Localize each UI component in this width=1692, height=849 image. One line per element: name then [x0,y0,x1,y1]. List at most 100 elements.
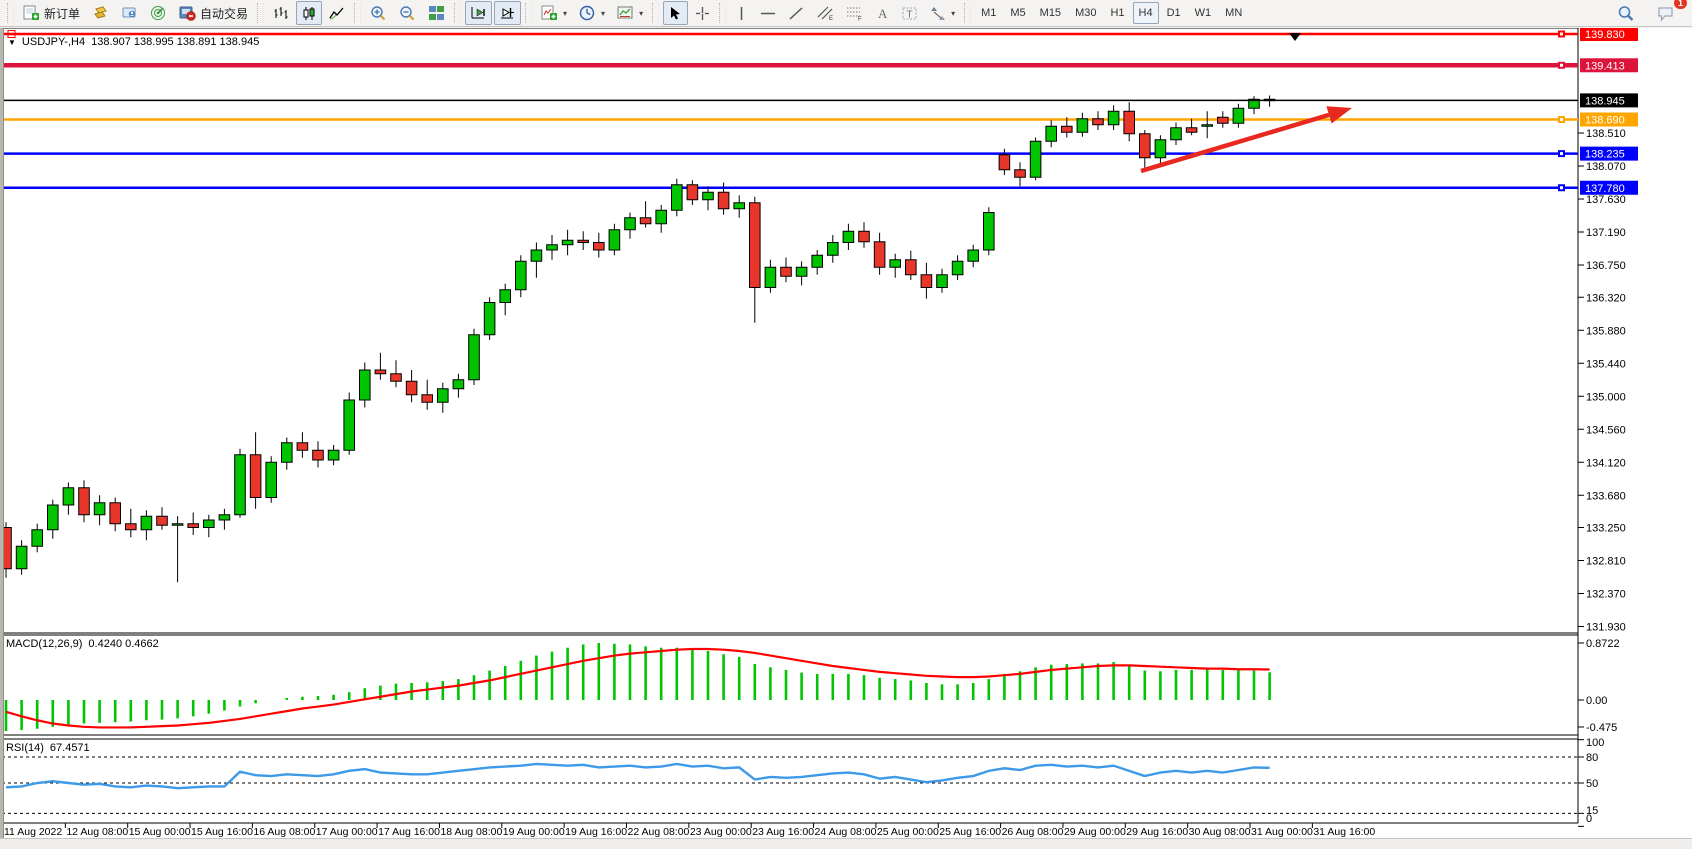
community-icon [121,5,138,21]
line-chart-icon[interactable] [324,1,350,25]
timeframe-m30[interactable]: M30 [1075,7,1097,19]
candle [936,268,948,293]
macd-layer [4,643,1271,732]
timeframe-m5[interactable]: M5 [1010,7,1026,19]
timeframe-h1[interactable]: H1 [1110,7,1125,19]
price-scale-area[interactable] [1578,28,1692,838]
candle [1107,105,1120,130]
timeframe-m1[interactable]: M1 [981,7,997,19]
timeframe-w1[interactable]: W1 [1194,7,1212,19]
timeframe-h4[interactable]: H4 [1132,2,1159,24]
timeframe-m15[interactable]: M15 [1039,7,1062,19]
periods-button-caret[interactable]: ▾ [601,8,606,18]
vertical-line-icon[interactable] [730,1,753,25]
text-icon: A [876,6,890,21]
time-axis[interactable]: 11 Aug 2022 12 Aug 08:00 15 Aug 00:00 15 Au… [2,823,1375,838]
trend-arrow[interactable] [1140,106,1352,174]
shapes-button[interactable]: ▾ [925,1,960,25]
price-axis[interactable]: 138.510 138.070 137.630 137.190 136.750 136.3… [1578,28,1638,827]
bar-chart-icon[interactable] [268,1,294,25]
time-tick-label: 15 Aug 16:00 [191,826,253,838]
autoscroll-icon [470,5,487,21]
candle [1092,111,1104,130]
trendline-icon[interactable] [783,1,809,25]
hline-marker[interactable] [7,30,16,38]
macd-scale-label: -0.475 [1586,722,1617,734]
cursor-icon[interactable] [663,1,689,25]
toolbar-grip [257,3,265,23]
horizontal-line-icon[interactable] [755,1,781,25]
community-icon[interactable] [116,1,143,25]
autotrading-button[interactable]: 自动交易 [174,1,253,25]
svg-text:T: T [907,9,913,20]
zoom-out-icon[interactable] [394,1,421,25]
chart-canvas[interactable]: 138.510 138.070 137.630 137.190 136.750 136.3… [0,28,1692,838]
indicators-button [541,5,558,21]
channel-icon: E [816,5,834,21]
time-tick-label: 26 Aug 08:00 [1002,826,1064,838]
templates-button[interactable]: ▾ [612,1,648,25]
macd-values-text: 0.4240 0.4662 [88,638,159,650]
price-label-text: 138.945 [1585,95,1625,107]
candle [842,223,855,250]
market-icon[interactable] [87,1,114,25]
notifications-icon[interactable]: 1 [1652,0,1687,25]
tile-windows-icon[interactable] [423,1,450,25]
candle [468,328,480,385]
fibonacci-icon[interactable]: F [841,1,869,25]
time-tick-label: 16 Aug 08:00 [253,826,315,838]
chart-shift-marker[interactable] [1289,33,1301,41]
candle [593,232,605,258]
candle [920,262,933,299]
candlestick-icon[interactable] [296,1,323,25]
chart-shift-icon[interactable] [494,1,522,25]
macd-indicator-label: MACD(12,26,9) 0.4240 0.4662 [6,638,159,650]
indicators-button[interactable]: ▾ [536,1,572,25]
shapes-button-caret[interactable]: ▾ [951,8,956,18]
text-icon[interactable]: A [871,1,895,25]
templates-button-caret[interactable]: ▾ [639,8,644,18]
candle [795,261,808,286]
price-tick-label: 134.120 [1586,457,1626,469]
new-order-button[interactable]: 新订单 [18,1,85,25]
rsi-scale-label: 50 [1586,778,1598,790]
candle [780,257,792,283]
candle [405,370,418,403]
candle [983,207,995,256]
zoom-in-icon[interactable] [365,1,392,25]
toolbar-grip [719,3,727,23]
channel-icon[interactable]: E [811,1,839,25]
timeframe-d1[interactable]: D1 [1166,7,1181,19]
crosshair-icon[interactable] [690,1,715,25]
time-tick-label: 29 Aug 00:00 [1064,826,1126,838]
candle [281,437,293,470]
candle [1217,111,1229,128]
autoscroll-icon[interactable] [465,1,493,25]
candlestick-icon [301,6,317,21]
candle [951,255,964,280]
candle [764,259,777,293]
candle [702,186,714,211]
timeframe-mn[interactable]: MN [1225,7,1243,19]
price-tick-label: 136.320 [1586,292,1626,304]
candle [125,508,137,538]
indicators-button-caret[interactable]: ▾ [563,8,568,18]
symbol-dropdown-icon[interactable]: ▼ [8,37,16,47]
time-tick-label: 30 Aug 08:00 [1189,826,1251,838]
candle [203,514,215,538]
candle [234,448,246,518]
periods-button[interactable]: ▾ [574,1,610,25]
search-icon[interactable] [1612,1,1640,25]
candle [218,508,231,530]
price-tick-label: 133.250 [1586,523,1626,535]
label-icon[interactable]: T [897,1,923,25]
candle [265,456,277,503]
candle [187,512,199,535]
candle [140,510,153,541]
candle [359,362,371,408]
candle [905,250,917,280]
price-label-text: 139.830 [1585,29,1625,41]
signals-icon[interactable] [145,1,172,25]
price-label-pill [1580,58,1638,73]
toolbar-grip [454,3,462,23]
